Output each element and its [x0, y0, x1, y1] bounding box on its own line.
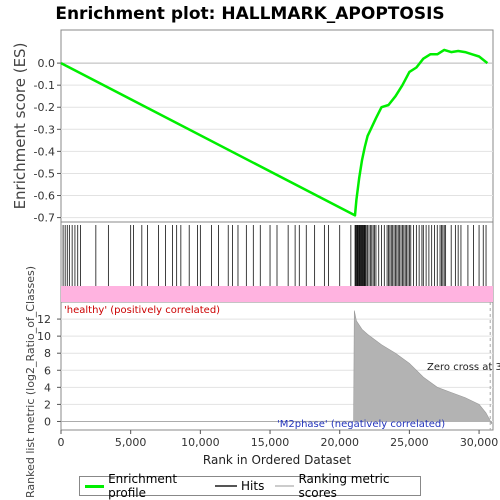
es-axis-label: Enrichment score (ES)	[11, 43, 29, 210]
positive-class-label: 'healthy' (positively correlated)	[64, 305, 220, 316]
metric-axis-label: Ranked list metric (log2_Ratio_of_Classe…	[24, 266, 37, 498]
x-axis-label: Rank in Ordered Dataset	[203, 453, 351, 467]
metric-area-path	[60, 310, 492, 425]
es-tick-label: -0.7	[34, 212, 55, 225]
enrichment-profile	[60, 48, 493, 217]
chart-title: Enrichment plot: HALLMARK_APOPTOSIS	[55, 4, 444, 24]
es-grid	[61, 62, 493, 219]
es-tick-label: -0.5	[34, 167, 55, 180]
x-tick-label: 30,000	[460, 436, 499, 449]
es-tick-label: 0.0	[38, 57, 56, 70]
metric-tick-label: 12	[37, 313, 51, 326]
es-tick-label: -0.4	[34, 145, 55, 158]
phenotype-band	[61, 286, 493, 302]
metric-tick-label: 2	[44, 398, 51, 411]
es-tick-label: -0.3	[34, 123, 55, 136]
x-tick-label: 10,000	[181, 436, 220, 449]
zero-cross-label: Zero cross at 3	[427, 362, 500, 373]
legend-swatch-enrichment	[85, 484, 105, 488]
negative-class-label: 'M2phase' (negatively correlated)	[277, 419, 445, 430]
legend-label-metric: Ranking metric scores	[298, 472, 390, 500]
legend: Enrichment profile Hits Ranking metric s…	[79, 472, 421, 500]
x-tick-label: 0	[58, 436, 65, 449]
es-panel	[60, 29, 494, 223]
x-tick-label: 25,000	[390, 436, 429, 449]
metric-tick-label: 8	[44, 347, 51, 360]
x-tick-label: 5,000	[115, 436, 147, 449]
metric-tick-label: 6	[44, 364, 51, 377]
x-tick-label: 20,000	[320, 436, 359, 449]
es-tick-label: -0.6	[34, 190, 55, 203]
x-tick-label: 15,000	[251, 436, 290, 449]
legend-item-metric: Ranking metric scores	[275, 472, 414, 500]
es-curve-line	[60, 48, 489, 217]
legend-label-enrichment: Enrichment profile	[108, 472, 178, 500]
metric-tick-label: 4	[44, 381, 51, 394]
legend-swatch-hits	[215, 485, 238, 487]
ranking-metric-area	[60, 310, 492, 425]
metric-tick-label: 0	[44, 415, 51, 428]
metric-tick-label: 10	[37, 330, 51, 343]
metric-y-axis: 0 2 4 6 8 10 12	[37, 313, 61, 428]
legend-swatch-metric	[275, 485, 295, 487]
legend-item-hits: Hits	[215, 479, 264, 493]
es-y-axis: 0.0 -0.1 -0.2 -0.3 -0.4 -0.5 -0.6 -0.7	[34, 57, 61, 225]
legend-label-hits: Hits	[241, 479, 265, 493]
legend-item-enrichment: Enrichment profile	[85, 472, 204, 500]
x-axis: 0 5,000 10,000 15,000 20,000 25,000 30,000	[58, 430, 499, 449]
es-tick-label: -0.1	[34, 79, 55, 92]
hit-lines	[62, 225, 487, 286]
es-tick-label: -0.2	[34, 101, 55, 114]
